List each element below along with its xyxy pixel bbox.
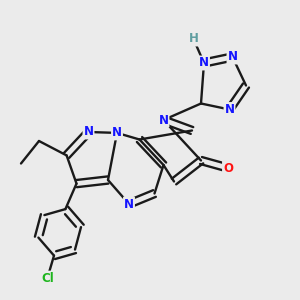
Text: N: N — [227, 50, 238, 64]
Text: Cl: Cl — [41, 272, 54, 285]
Text: N: N — [199, 56, 209, 70]
Text: N: N — [112, 126, 122, 140]
Text: N: N — [83, 125, 94, 139]
Text: O: O — [223, 161, 233, 175]
Text: N: N — [224, 103, 235, 116]
Text: N: N — [158, 113, 169, 127]
Text: H: H — [189, 32, 198, 46]
Text: N: N — [124, 197, 134, 211]
